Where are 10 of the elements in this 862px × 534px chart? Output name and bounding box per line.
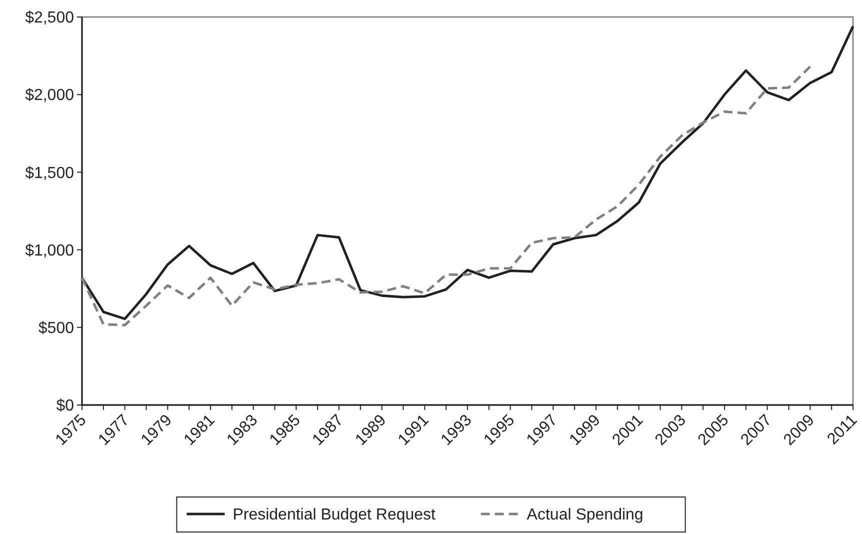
y-tick-label: $2,500 — [25, 10, 74, 27]
y-tick-label: $2,000 — [25, 87, 74, 104]
legend-label: Actual Spending — [526, 506, 644, 524]
line-series — [80, 25, 854, 320]
y-tick-label: $0 — [56, 398, 74, 415]
legend-label: Presidential Budget Request — [232, 506, 436, 524]
y-tick-label: $500 — [38, 320, 74, 337]
y-tick-label: $1,500 — [25, 164, 74, 182]
line-series — [80, 65, 812, 326]
y-tick-label: $1,000 — [25, 242, 74, 260]
